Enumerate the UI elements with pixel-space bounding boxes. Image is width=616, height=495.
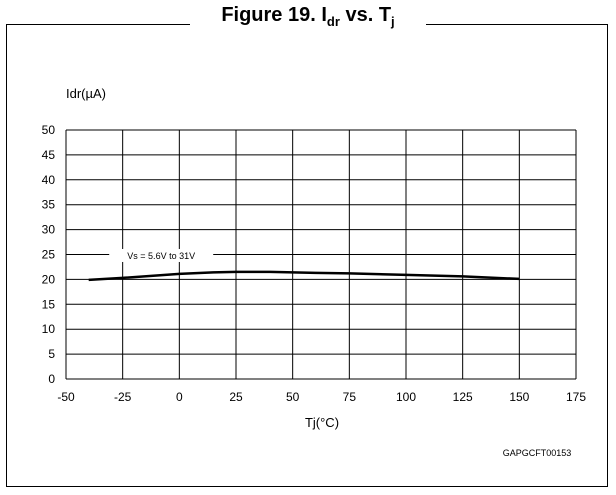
series-line	[88, 270, 520, 282]
x-tick-label: -25	[114, 390, 132, 404]
series-label: Vs = 5.6V to 31V	[127, 251, 195, 261]
title-mid: vs. T	[339, 4, 392, 26]
x-tick-label: 150	[509, 390, 529, 404]
series-label-background	[109, 248, 214, 262]
x-tick-label: 0	[176, 390, 183, 404]
title-sub-dr: dr	[326, 14, 340, 29]
y-axis-label: Idr(µA)	[66, 86, 106, 101]
x-tick-label: -50	[57, 390, 75, 404]
y-tick-label: 20	[42, 272, 56, 286]
figure-frame	[6, 24, 608, 487]
y-tick-label: 35	[42, 198, 56, 212]
y-tick-label: 45	[42, 148, 56, 162]
x-tick-label: 25	[229, 390, 243, 404]
title-sub-j: j	[391, 14, 395, 29]
y-tick-label: 15	[42, 297, 56, 311]
x-tick-label: 75	[343, 390, 357, 404]
y-tick-label: 0	[48, 372, 55, 386]
grid	[65, 129, 577, 380]
y-tick-label: 40	[42, 173, 56, 187]
y-tick-label: 30	[42, 223, 56, 237]
y-tick-label: 10	[42, 322, 56, 336]
title-background	[190, 0, 426, 32]
y-tick-label: 25	[42, 248, 56, 262]
x-tick-label: 125	[453, 390, 473, 404]
figure-title: Figure 19. Idr vs. Tj	[0, 0, 616, 30]
x-tick-label: 100	[396, 390, 416, 404]
y-tick-label: 50	[42, 123, 56, 137]
series-layer: Vs = 5.6V to 31V	[88, 248, 520, 282]
figure-code: GAPGCFT00153	[503, 448, 572, 458]
x-tick-label: 50	[286, 390, 300, 404]
tick-labels: -50 -25 0 25 50 75 100 125 150 175 0 5 10 15 20 25 30 35 4…	[42, 123, 587, 404]
x-axis-label: Tj(°C)	[305, 415, 339, 430]
x-tick-label: 175	[566, 390, 586, 404]
title-main: Figure 19. I	[221, 4, 327, 26]
y-tick-label: 5	[48, 347, 55, 361]
